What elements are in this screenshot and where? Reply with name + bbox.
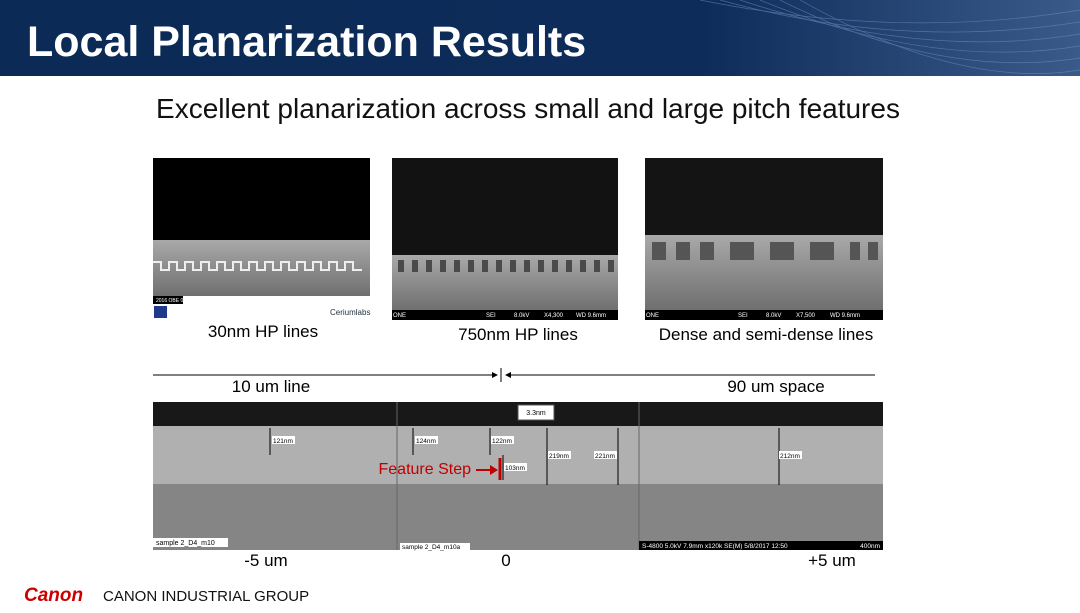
- image-info: Ceriumlabs: [330, 308, 370, 317]
- position-label: +5 um: [808, 551, 856, 570]
- image-info: 8.0kV: [514, 313, 529, 319]
- caption: Dense and semi-dense lines: [659, 325, 874, 344]
- image-info: 2016 OBE 03: [156, 298, 186, 304]
- image-info: WD 9.6mm: [576, 313, 606, 319]
- image-info: X4,300: [544, 313, 564, 319]
- sem-image-2: ONE SEI 8.0kV X4,300 WD 9.6mm: [392, 158, 618, 320]
- scale-label: 90 um space: [727, 377, 824, 396]
- title: Local Planarization Results: [27, 18, 586, 66]
- scale-line: [153, 368, 875, 382]
- measurement: 122nm: [492, 438, 512, 445]
- image-info: ONE: [646, 313, 659, 319]
- cross-section-image: [153, 402, 883, 550]
- measurement: 221nm: [595, 453, 615, 460]
- image-info: SEI: [486, 313, 496, 319]
- panel-label: sample 2_D4_m10: [156, 540, 215, 547]
- position-label: 0: [501, 551, 510, 570]
- logo: Canon: [24, 585, 83, 606]
- scale-label: 10 um line: [232, 377, 310, 396]
- sem-image-3: ONE SEI 8.0kV X7,500 WD 9.6mm: [645, 158, 883, 320]
- measurement: 212nm: [780, 453, 800, 460]
- panel-label: sample 2_D4_m10a: [402, 544, 461, 551]
- feature-step-label: Feature Step: [379, 461, 472, 478]
- measurement: 124nm: [416, 438, 436, 445]
- box-label: 3.3nm: [526, 410, 546, 417]
- image-info: 8.0kV: [766, 313, 781, 319]
- company-name: CANON INDUSTRIAL GROUP: [103, 588, 309, 605]
- measurement: 121nm: [273, 438, 293, 445]
- panel-label: S-4800 5.0kV 7.9mm x120k SE(M) 5/8/2017 …: [642, 543, 788, 550]
- image-info: ONE: [393, 313, 406, 319]
- image-info: SEI: [738, 313, 748, 319]
- image-info: WD 9.6mm: [830, 313, 860, 319]
- header-decoration: [699, 0, 1080, 74]
- caption: 750nm HP lines: [458, 325, 578, 344]
- measurement: 219nm: [549, 453, 569, 460]
- panel-label: 400nm: [860, 543, 880, 550]
- position-label: -5 um: [244, 551, 287, 570]
- image-info: X7,500: [796, 313, 816, 319]
- subtitle: Excellent planarization across small and…: [156, 93, 900, 124]
- sem-image-1: 2016 OBE 03 Ceriumlabs: [153, 158, 370, 320]
- caption: 30nm HP lines: [208, 322, 318, 341]
- measurement: 103nm: [505, 465, 525, 472]
- header-band: [0, 0, 1080, 76]
